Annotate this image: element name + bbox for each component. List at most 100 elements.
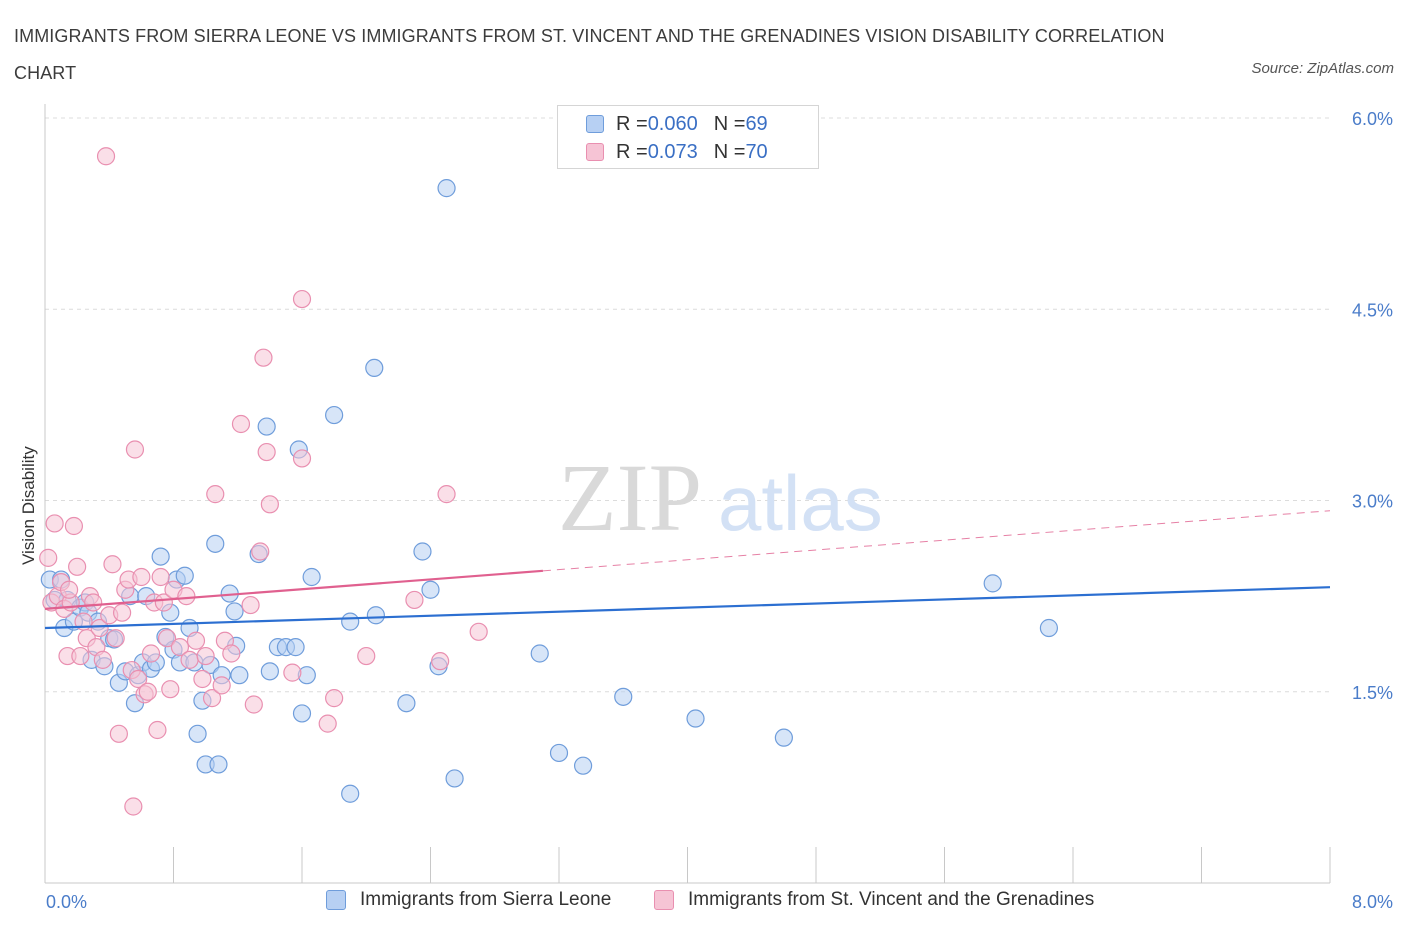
- legend-swatch-blue: [326, 890, 346, 910]
- legend-row-pink: R = 0.073 N = 70: [586, 138, 768, 166]
- point-st-vincent: [202, 689, 222, 708]
- point-st-vincent: [193, 669, 212, 689]
- y-tick-label: 4.5%: [1352, 300, 1393, 320]
- series-st-vincent-points: [39, 147, 488, 816]
- point-st-vincent: [405, 590, 424, 610]
- axes: 1.5% 3.0% 4.5% 6.0% 0.0% 8.0%: [44, 104, 1393, 912]
- point-st-vincent: [437, 485, 456, 504]
- point-st-vincent: [124, 797, 143, 816]
- point-sierra-leone: [686, 709, 705, 728]
- x-tick-label-min: 0.0%: [46, 892, 87, 912]
- watermark-atlas: atlas: [718, 459, 883, 547]
- point-st-vincent: [254, 348, 273, 367]
- point-st-vincent: [325, 689, 344, 708]
- point-sierra-leone: [175, 566, 194, 585]
- point-st-vincent: [59, 580, 79, 599]
- point-st-vincent: [39, 548, 58, 567]
- point-sierra-leone: [286, 638, 305, 657]
- point-sierra-leone: [573, 756, 593, 775]
- point-st-vincent: [151, 567, 170, 587]
- point-st-vincent: [84, 593, 103, 612]
- legend-label-sierra-leone: Immigrants from Sierra Leone: [360, 889, 612, 910]
- point-st-vincent: [292, 289, 312, 309]
- point-st-vincent: [161, 680, 180, 699]
- point-st-vincent: [244, 695, 263, 714]
- point-st-vincent: [431, 652, 450, 671]
- point-sierra-leone: [230, 666, 249, 685]
- legend-item-sierra-leone: Immigrants from Sierra Leone: [326, 889, 611, 911]
- point-st-vincent: [357, 646, 376, 666]
- y-tick-label: 3.0%: [1352, 492, 1393, 512]
- point-st-vincent: [112, 603, 132, 622]
- point-st-vincent: [125, 440, 145, 459]
- point-st-vincent: [186, 631, 206, 650]
- stats-legend: R = 0.060 N = 69 R = 0.073 N = 70: [557, 105, 819, 169]
- trend-lines: [44, 510, 1331, 630]
- point-sierra-leone: [530, 644, 549, 663]
- trend-line-st-vincent-extrapolated: [542, 510, 1331, 572]
- point-sierra-leone: [365, 358, 384, 377]
- point-st-vincent: [222, 644, 241, 663]
- source-note: Source: ZipAtlas.com: [1251, 60, 1394, 77]
- legend-swatch-blue: [586, 115, 604, 133]
- point-sierra-leone: [366, 606, 385, 625]
- legend-item-st-vincent: Immigrants from St. Vincent and the Gren…: [654, 889, 1094, 911]
- point-st-vincent: [260, 495, 279, 514]
- point-st-vincent: [129, 669, 148, 689]
- point-sierra-leone: [302, 567, 321, 587]
- point-st-vincent: [154, 593, 173, 612]
- legend-r-label: R =: [616, 140, 648, 163]
- point-sierra-leone: [292, 704, 312, 723]
- point-st-vincent: [180, 650, 199, 669]
- point-sierra-leone: [1039, 618, 1059, 638]
- point-st-vincent: [68, 557, 87, 576]
- legend-swatch-pink: [654, 890, 674, 910]
- legend-n-label: N =: [713, 112, 746, 135]
- legend-n-value-pink: 70: [745, 140, 768, 163]
- point-sierra-leone: [341, 784, 360, 803]
- point-st-vincent: [71, 646, 90, 666]
- point-st-vincent: [45, 514, 64, 533]
- point-sierra-leone: [413, 542, 432, 561]
- legend-r-value-pink: 0.073: [647, 140, 698, 163]
- point-sierra-leone: [209, 755, 228, 774]
- trend-line-sierra-leone: [44, 586, 1331, 630]
- point-st-vincent: [64, 516, 84, 536]
- point-st-vincent: [206, 485, 225, 504]
- point-st-vincent: [318, 714, 337, 733]
- point-st-vincent: [177, 587, 196, 606]
- point-st-vincent: [90, 618, 109, 638]
- point-sierra-leone: [341, 612, 360, 631]
- point-sierra-leone: [260, 662, 279, 681]
- point-sierra-leone: [421, 580, 440, 599]
- point-sierra-leone: [614, 687, 633, 706]
- point-st-vincent: [212, 676, 231, 695]
- chart-title: IMMIGRANTS FROM SIERRA LEONE VS IMMIGRAN…: [14, 26, 1165, 83]
- point-st-vincent: [157, 629, 177, 648]
- point-st-vincent: [106, 629, 125, 648]
- point-sierra-leone: [325, 405, 344, 425]
- x-tick-label-max: 8.0%: [1352, 892, 1393, 912]
- series-legend: Immigrants from Sierra Leone Immigrants …: [0, 889, 1406, 915]
- point-st-vincent: [170, 638, 190, 657]
- trend-line-st-vincent: [44, 569, 544, 610]
- point-st-vincent: [196, 646, 215, 666]
- series-sierra-leone-points: [40, 179, 1059, 803]
- point-st-vincent: [138, 682, 157, 701]
- point-sierra-leone: [774, 728, 793, 747]
- point-sierra-leone: [188, 724, 207, 743]
- point-st-vincent: [283, 663, 302, 682]
- point-st-vincent: [257, 442, 276, 462]
- y-tick-label: 1.5%: [1352, 683, 1393, 703]
- legend-r-value-blue: 0.060: [647, 112, 698, 135]
- y-tick-label: 6.0%: [1352, 109, 1393, 129]
- point-st-vincent: [132, 567, 151, 587]
- point-st-vincent: [469, 622, 488, 641]
- point-sierra-leone: [257, 417, 276, 436]
- point-sierra-leone: [151, 547, 170, 566]
- point-st-vincent: [148, 720, 167, 740]
- point-sierra-leone: [206, 534, 225, 553]
- legend-label-st-vincent: Immigrants from St. Vincent and the Gren…: [688, 889, 1095, 910]
- point-st-vincent: [231, 414, 251, 434]
